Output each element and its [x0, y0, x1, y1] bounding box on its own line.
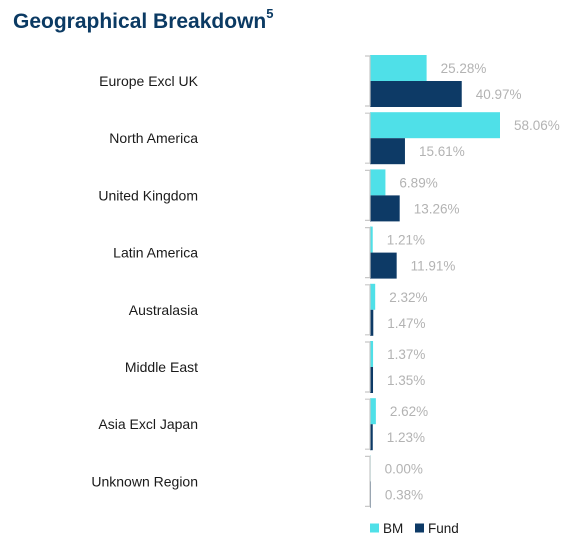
value-label-bm-australasia: 2.32% [389, 290, 427, 305]
category-label-asia-excl-japan: Asia Excl Japan [98, 416, 198, 432]
category-label-europe-excl-uk: Europe Excl UK [99, 73, 198, 89]
value-label-bm-north-america: 58.06% [514, 118, 560, 133]
value-label-fund-asia-excl-japan: 1.23% [387, 430, 425, 445]
value-label-fund-latin-america: 11.91% [411, 259, 456, 274]
title-footnote-marker: 5 [266, 6, 274, 21]
value-label-fund-united-kingdom: 13.26% [414, 201, 460, 216]
bar-bm-middle-east [370, 341, 374, 367]
bar-bm-united-kingdom [370, 169, 386, 196]
value-label-fund-north-america: 15.61% [419, 144, 465, 159]
value-label-bm-unknown-region: 0.00% [385, 461, 423, 476]
value-label-bm-latin-america: 1.21% [387, 233, 425, 248]
legend-label-bm: BM [383, 521, 403, 536]
axis-bracket-asia-excl-japan [365, 398, 371, 450]
bar-bm-latin-america [370, 226, 373, 253]
bar-fund-latin-america [370, 252, 397, 279]
value-label-bm-united-kingdom: 6.89% [399, 175, 437, 190]
value-label-bm-europe-excl-uk: 25.28% [441, 61, 487, 76]
legend-label-fund: Fund [428, 521, 459, 536]
axis-bracket-australasia [365, 284, 371, 336]
axis-bracket-latin-america [365, 227, 371, 279]
bar-bm-asia-excl-japan [370, 398, 376, 425]
axis-bracket-united-kingdom [365, 169, 371, 221]
legend-swatch-fund [415, 523, 424, 533]
category-label-middle-east: Middle East [125, 359, 198, 375]
bar-fund-middle-east [370, 367, 374, 393]
category-label-australasia: Australasia [129, 302, 198, 318]
category-label-latin-america: Latin America [113, 245, 198, 261]
legend-swatch-bm [370, 523, 379, 533]
axis-bracket-europe-excl-uk [365, 55, 371, 107]
bar-bm-europe-excl-uk [370, 55, 427, 81]
category-label-united-kingdom: United Kingdom [98, 187, 198, 203]
category-label-unknown-region: Unknown Region [91, 473, 198, 489]
bar-bm-north-america [370, 112, 500, 139]
bar-fund-europe-excl-uk [370, 81, 462, 107]
axis-bracket-middle-east [365, 341, 371, 393]
axis-bracket-north-america [365, 112, 371, 164]
value-label-bm-asia-excl-japan: 2.62% [390, 404, 428, 419]
chart-title-text: Geographical Breakdown [13, 10, 267, 33]
value-label-bm-middle-east: 1.37% [387, 347, 425, 362]
value-label-fund-europe-excl-uk: 40.97% [476, 87, 522, 102]
axis-bracket-unknown-region [365, 455, 371, 507]
chart-title: Geographical Breakdown5 [13, 6, 274, 34]
value-label-fund-unknown-region: 0.38% [385, 487, 423, 502]
bar-bm-australasia [370, 283, 376, 310]
value-label-fund-australasia: 1.47% [387, 316, 425, 331]
value-label-fund-middle-east: 1.35% [387, 373, 425, 388]
bar-fund-united-kingdom [370, 195, 400, 222]
bar-fund-australasia [370, 309, 374, 336]
category-label-north-america: North America [109, 130, 198, 146]
bar-fund-north-america [370, 138, 405, 165]
bar-fund-asia-excl-japan [370, 424, 373, 451]
